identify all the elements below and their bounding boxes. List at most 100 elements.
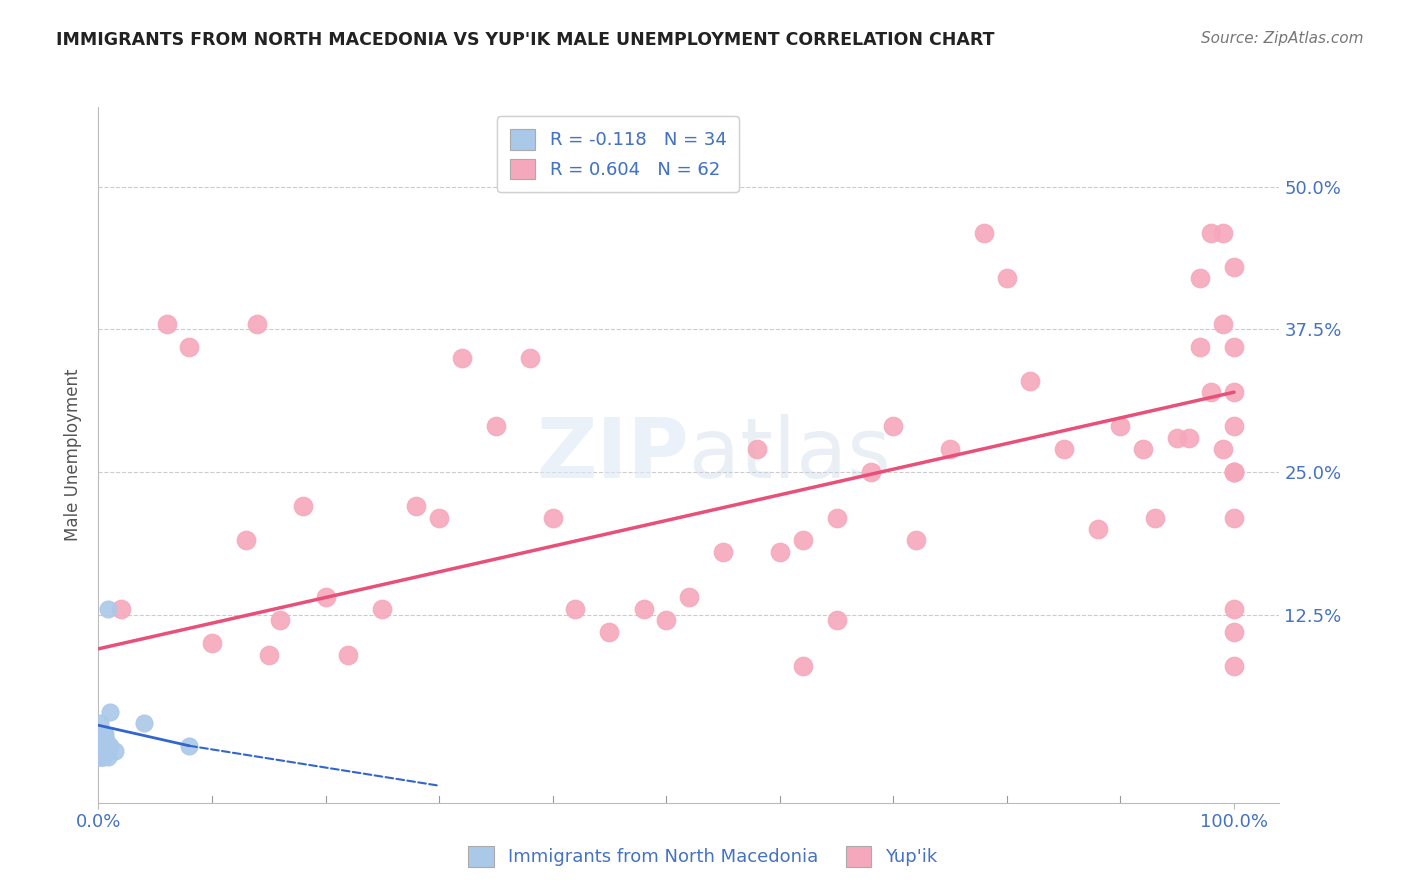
Point: [315, 591, 337, 605]
Point: [973, 226, 995, 240]
Point: [1223, 260, 1246, 274]
Point: [711, 545, 734, 559]
Point: [678, 591, 700, 605]
Text: ZIP: ZIP: [537, 415, 689, 495]
Point: [995, 271, 1018, 285]
Point: [1143, 510, 1166, 524]
Point: [1053, 442, 1076, 457]
Point: [89, 739, 111, 753]
Y-axis label: Male Unemployment: Male Unemployment: [65, 368, 83, 541]
Point: [939, 442, 962, 457]
Point: [201, 636, 224, 650]
Point: [179, 340, 201, 354]
Point: [96, 739, 118, 753]
Point: [1212, 442, 1234, 457]
Point: [1223, 465, 1246, 479]
Point: [1177, 431, 1199, 445]
Point: [371, 602, 394, 616]
Point: [96, 602, 118, 616]
Point: [93, 727, 115, 741]
Point: [1223, 624, 1246, 639]
Point: [1212, 317, 1234, 331]
Legend: Immigrants from North Macedonia, Yup'ik: Immigrants from North Macedonia, Yup'ik: [461, 838, 945, 874]
Point: [1201, 385, 1223, 400]
Point: [485, 419, 508, 434]
Point: [427, 510, 450, 524]
Point: [110, 602, 132, 616]
Point: [93, 744, 115, 758]
Point: [89, 727, 111, 741]
Point: [90, 739, 112, 753]
Point: [633, 602, 655, 616]
Point: [825, 510, 848, 524]
Point: [1223, 510, 1246, 524]
Point: [96, 733, 118, 747]
Point: [598, 624, 620, 639]
Point: [655, 613, 678, 627]
Point: [291, 500, 314, 514]
Text: Source: ZipAtlas.com: Source: ZipAtlas.com: [1201, 31, 1364, 46]
Point: [96, 744, 118, 758]
Point: [1132, 442, 1154, 457]
Point: [1212, 226, 1234, 240]
Legend: R = -0.118   N = 34, R = 0.604   N = 62: R = -0.118 N = 34, R = 0.604 N = 62: [498, 116, 740, 192]
Point: [91, 750, 114, 764]
Point: [257, 648, 280, 662]
Point: [235, 533, 257, 548]
Point: [1223, 385, 1246, 400]
Point: [1188, 271, 1211, 285]
Point: [89, 715, 111, 730]
Point: [94, 739, 117, 753]
Point: [90, 739, 112, 753]
Point: [89, 744, 111, 758]
Point: [1087, 522, 1109, 536]
Point: [155, 317, 177, 331]
Point: [90, 733, 112, 747]
Point: [93, 739, 115, 753]
Point: [132, 715, 155, 730]
Point: [89, 750, 111, 764]
Point: [98, 705, 121, 719]
Point: [94, 727, 117, 741]
Point: [1223, 659, 1246, 673]
Point: [859, 465, 882, 479]
Point: [98, 739, 121, 753]
Point: [769, 545, 792, 559]
Point: [96, 750, 118, 764]
Point: [1223, 465, 1246, 479]
Point: [337, 648, 360, 662]
Point: [1223, 340, 1246, 354]
Point: [882, 419, 904, 434]
Point: [269, 613, 291, 627]
Point: [1188, 340, 1211, 354]
Point: [792, 659, 814, 673]
Point: [94, 744, 117, 758]
Point: [90, 750, 112, 764]
Point: [90, 750, 112, 764]
Point: [91, 739, 114, 753]
Point: [1223, 602, 1246, 616]
Point: [405, 500, 427, 514]
Point: [541, 510, 564, 524]
Point: [90, 727, 112, 741]
Point: [564, 602, 586, 616]
Point: [1223, 419, 1246, 434]
Point: [246, 317, 269, 331]
Point: [1201, 226, 1223, 240]
Point: [90, 744, 112, 758]
Point: [1223, 465, 1246, 479]
Point: [90, 744, 112, 758]
Point: [450, 351, 472, 365]
Point: [905, 533, 928, 548]
Point: [519, 351, 541, 365]
Text: atlas: atlas: [689, 415, 890, 495]
Text: IMMIGRANTS FROM NORTH MACEDONIA VS YUP'IK MALE UNEMPLOYMENT CORRELATION CHART: IMMIGRANTS FROM NORTH MACEDONIA VS YUP'I…: [56, 31, 994, 49]
Point: [97, 739, 120, 753]
Point: [1018, 374, 1040, 388]
Point: [1109, 419, 1132, 434]
Point: [825, 613, 848, 627]
Point: [179, 739, 201, 753]
Point: [1166, 431, 1188, 445]
Point: [104, 744, 127, 758]
Point: [91, 744, 114, 758]
